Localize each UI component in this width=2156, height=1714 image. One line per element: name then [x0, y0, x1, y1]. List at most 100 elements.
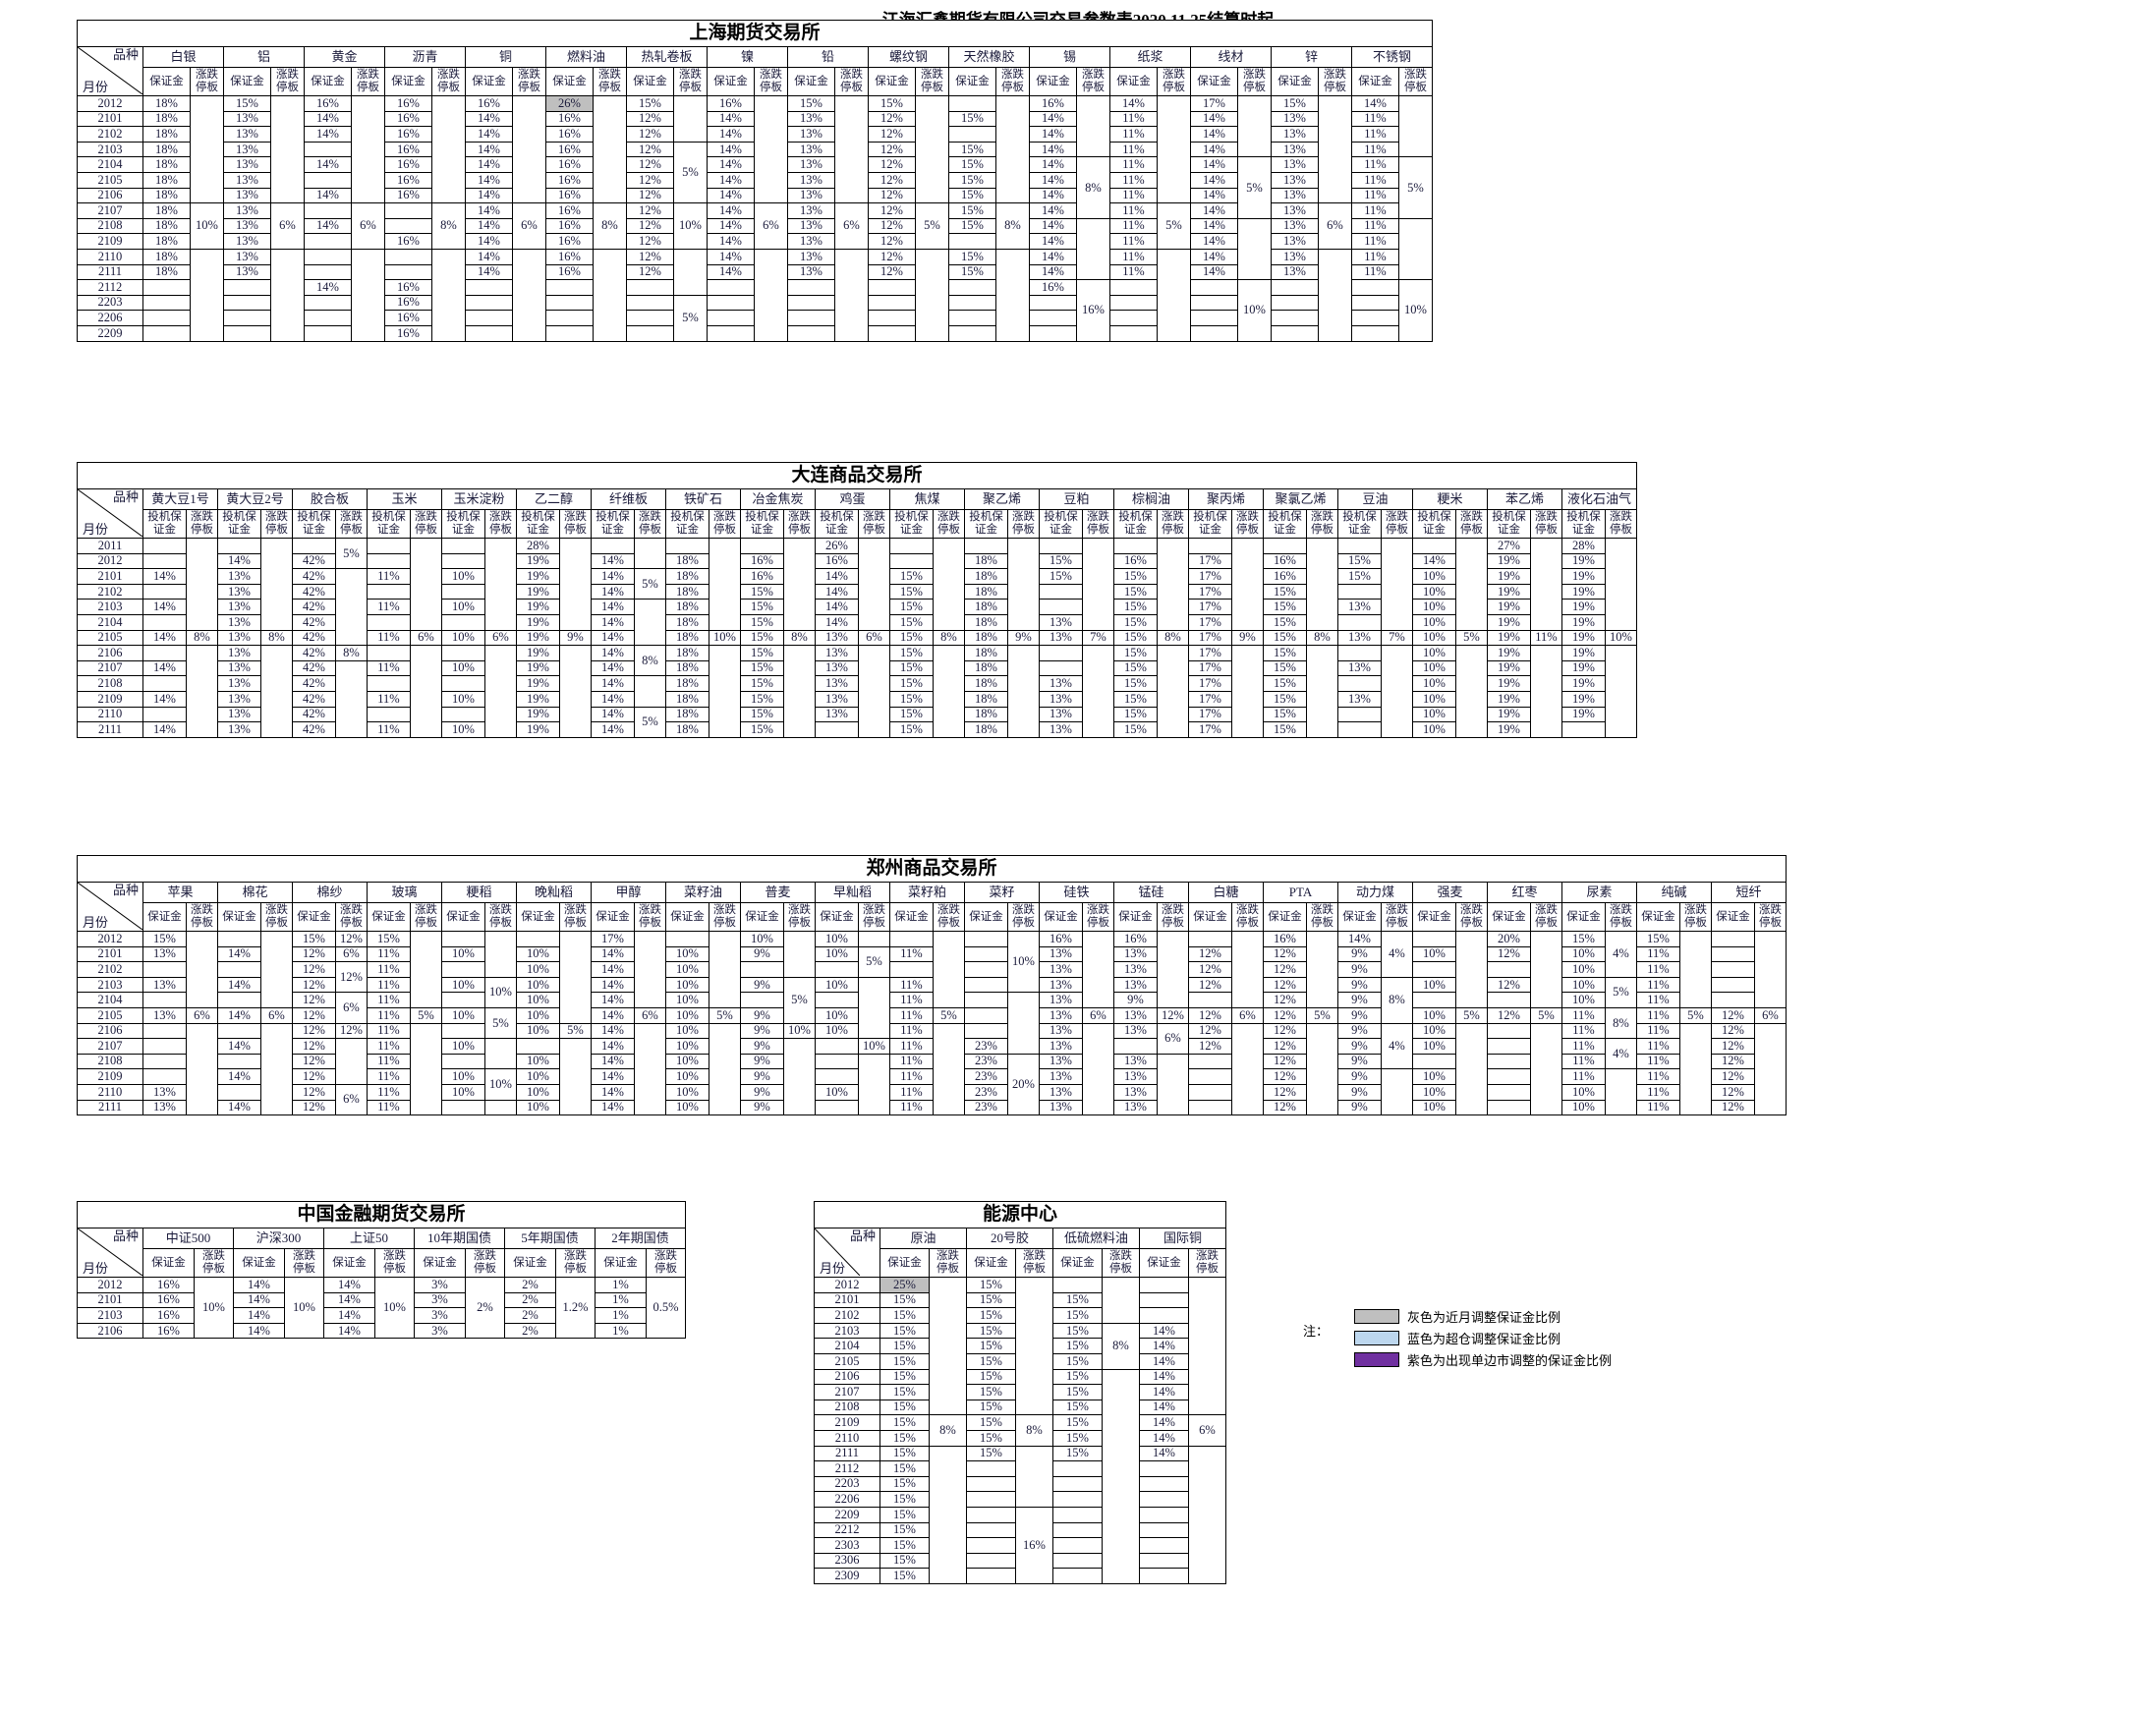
margin-cell: 13%	[223, 110, 271, 128]
margin-cell: 17%	[1188, 645, 1232, 661]
limit-subheader: 涨跌 停板	[1157, 509, 1189, 539]
limit-cell: 5%	[673, 294, 708, 342]
table-row: 2101 13% 14% 12% 6% 11% 10% 10% 14% 10% 9% 10% 5% 11%…	[77, 945, 1787, 978]
margin-cell: 11%	[1351, 263, 1399, 281]
margin-cell: 18%	[142, 202, 191, 219]
month-cell: 2108	[814, 1399, 880, 1416]
limit-cell	[1157, 931, 1189, 1008]
margin-cell: 13%	[142, 945, 187, 963]
margin-cell	[966, 1521, 1016, 1539]
limit-subheader: 涨跌 停板	[260, 509, 293, 539]
product-header: 国际铜	[1139, 1228, 1226, 1249]
margin-cell	[1188, 1083, 1232, 1101]
margin-cell	[1561, 721, 1606, 738]
margin-cell: 9%	[740, 976, 784, 994]
margin-subheader: 投机保证金	[516, 509, 560, 539]
limit-cell: 6%	[335, 945, 368, 963]
margin-cell: 15%	[1113, 690, 1158, 708]
margin-cell: 14%	[233, 1277, 285, 1293]
margin-cell	[142, 279, 191, 296]
margin-cell: 26%	[815, 538, 859, 554]
limit-cell: 8%	[995, 202, 1030, 250]
margin-cell	[1109, 324, 1158, 342]
margin-cell	[1412, 1053, 1456, 1070]
margin-cell: 14%	[707, 141, 755, 158]
month-cell: 2103	[77, 141, 143, 158]
margin-cell: 42%	[292, 599, 336, 615]
margin-cell	[1052, 1475, 1103, 1493]
margin-cell: 12%	[868, 217, 916, 235]
margin-cell: 10%	[441, 945, 485, 963]
margin-cell: 15%	[740, 706, 784, 723]
margin-subheader: 保证金	[1351, 67, 1399, 96]
margin-cell	[142, 294, 191, 312]
margin-cell: 10%	[665, 1022, 709, 1040]
margin-cell: 12%	[868, 233, 916, 250]
margin-subheader: 投机保证金	[292, 509, 336, 539]
margin-cell: 14%	[142, 599, 187, 615]
margin-cell: 12%	[1188, 945, 1232, 963]
limit-cell	[1754, 931, 1787, 1008]
limit-cell: 8%	[783, 629, 816, 647]
margin-cell	[740, 538, 784, 554]
limit-cell	[995, 94, 1030, 204]
product-header: 线材	[1190, 46, 1272, 68]
margin-cell	[966, 1552, 1016, 1570]
margin-cell	[966, 1537, 1016, 1554]
margin-subheader: 保证金	[504, 1248, 556, 1278]
margin-cell: 18%	[665, 659, 709, 677]
limit-cell	[186, 538, 218, 631]
margin-cell: 17%	[1188, 706, 1232, 723]
margin-cell: 16%	[545, 217, 594, 235]
margin-cell: 18%	[142, 126, 191, 143]
limit-cell	[1318, 248, 1352, 342]
margin-cell: 19%	[1487, 568, 1531, 585]
limit-subheader: 涨跌 停板	[1398, 67, 1433, 96]
limit-cell: 8%	[431, 202, 466, 250]
limit-cell: 8%	[260, 629, 293, 647]
margin-cell: 18%	[142, 187, 191, 204]
margin-cell: 15%	[740, 613, 784, 631]
margin-cell: 15%	[740, 583, 784, 600]
margin-cell: 12%	[1263, 961, 1307, 978]
margin-subheader: 保证金	[1561, 902, 1606, 932]
margin-cell: 14%	[465, 156, 513, 173]
margin-cell	[545, 279, 594, 296]
table-row: 2108 13% 42% 19% 14% 18% 15% 13% 15% 18% 13% 15% 17%…	[77, 675, 1637, 708]
margin-cell: 23%	[964, 1038, 1008, 1055]
margin-cell	[142, 645, 187, 661]
margin-cell	[966, 1568, 1016, 1584]
limit-cell	[783, 538, 816, 631]
margin-cell: 42%	[292, 659, 336, 677]
limit-cell: 7%	[1381, 629, 1413, 647]
margin-cell: 11%	[889, 945, 934, 963]
margin-cell: 13%	[1113, 945, 1158, 963]
margin-cell: 14%	[1139, 1322, 1189, 1340]
margin-cell: 13%	[787, 263, 835, 281]
margin-cell	[1711, 961, 1755, 978]
margin-cell: 14%	[591, 992, 635, 1008]
margin-subheader: 保证金	[740, 902, 784, 932]
margin-cell: 18%	[665, 706, 709, 723]
margin-cell: 11%	[1109, 217, 1158, 235]
margin-cell: 14%	[707, 187, 755, 204]
margin-cell: 13%	[1271, 187, 1319, 204]
month-cell: 2110	[77, 248, 143, 265]
margin-cell: 15%	[889, 629, 934, 647]
margin-subheader: 保证金	[233, 1248, 285, 1278]
margin-cell: 15%	[879, 1291, 930, 1309]
limit-cell	[709, 538, 741, 631]
margin-cell: 13%	[1039, 690, 1083, 708]
product-header: 甲醇	[591, 882, 666, 903]
margin-cell: 42%	[292, 675, 336, 692]
margin-cell	[889, 961, 934, 978]
limit-cell: 10%	[1007, 930, 1040, 994]
month-cell: 2012	[77, 95, 143, 112]
margin-cell	[1139, 1568, 1189, 1584]
margin-cell: 12%	[868, 171, 916, 189]
margin-cell: 14%	[591, 645, 635, 661]
margin-cell: 2%	[504, 1322, 556, 1340]
margin-cell: 14%	[323, 1322, 375, 1340]
margin-cell	[1190, 294, 1238, 312]
margin-cell: 12%	[1487, 1006, 1531, 1024]
